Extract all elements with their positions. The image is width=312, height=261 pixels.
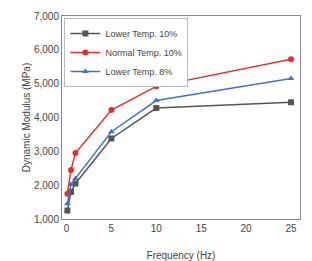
svg-text:7,000: 7,000 xyxy=(34,11,59,22)
svg-text:Dynamic Modulus (MPa): Dynamic Modulus (MPa) xyxy=(21,63,32,172)
svg-text:6,000: 6,000 xyxy=(34,44,59,55)
svg-text:Normal Temp. 10%: Normal Temp. 10% xyxy=(105,48,181,58)
svg-text:5: 5 xyxy=(109,223,115,234)
svg-text:3,000: 3,000 xyxy=(34,146,59,157)
svg-text:25: 25 xyxy=(285,223,297,234)
svg-text:1,000: 1,000 xyxy=(34,214,59,225)
svg-text:2,000: 2,000 xyxy=(34,180,59,191)
svg-text:15: 15 xyxy=(196,223,208,234)
svg-text:Lower Temp. 8%: Lower Temp. 8% xyxy=(105,67,172,77)
svg-text:Frequency (Hz): Frequency (Hz) xyxy=(147,250,216,261)
svg-text:10: 10 xyxy=(151,223,163,234)
svg-text:Lower Temp. 10%: Lower Temp. 10% xyxy=(105,29,177,39)
svg-text:0: 0 xyxy=(64,223,70,234)
svg-text:5,000: 5,000 xyxy=(34,78,59,89)
svg-text:20: 20 xyxy=(241,223,253,234)
svg-text:4,000: 4,000 xyxy=(34,112,59,123)
